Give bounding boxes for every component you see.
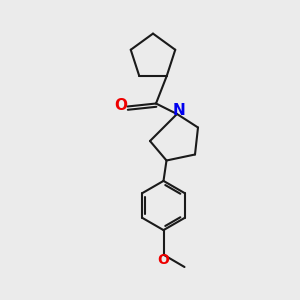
Text: N: N bbox=[172, 103, 185, 118]
Text: O: O bbox=[158, 253, 169, 267]
Text: O: O bbox=[114, 98, 128, 113]
